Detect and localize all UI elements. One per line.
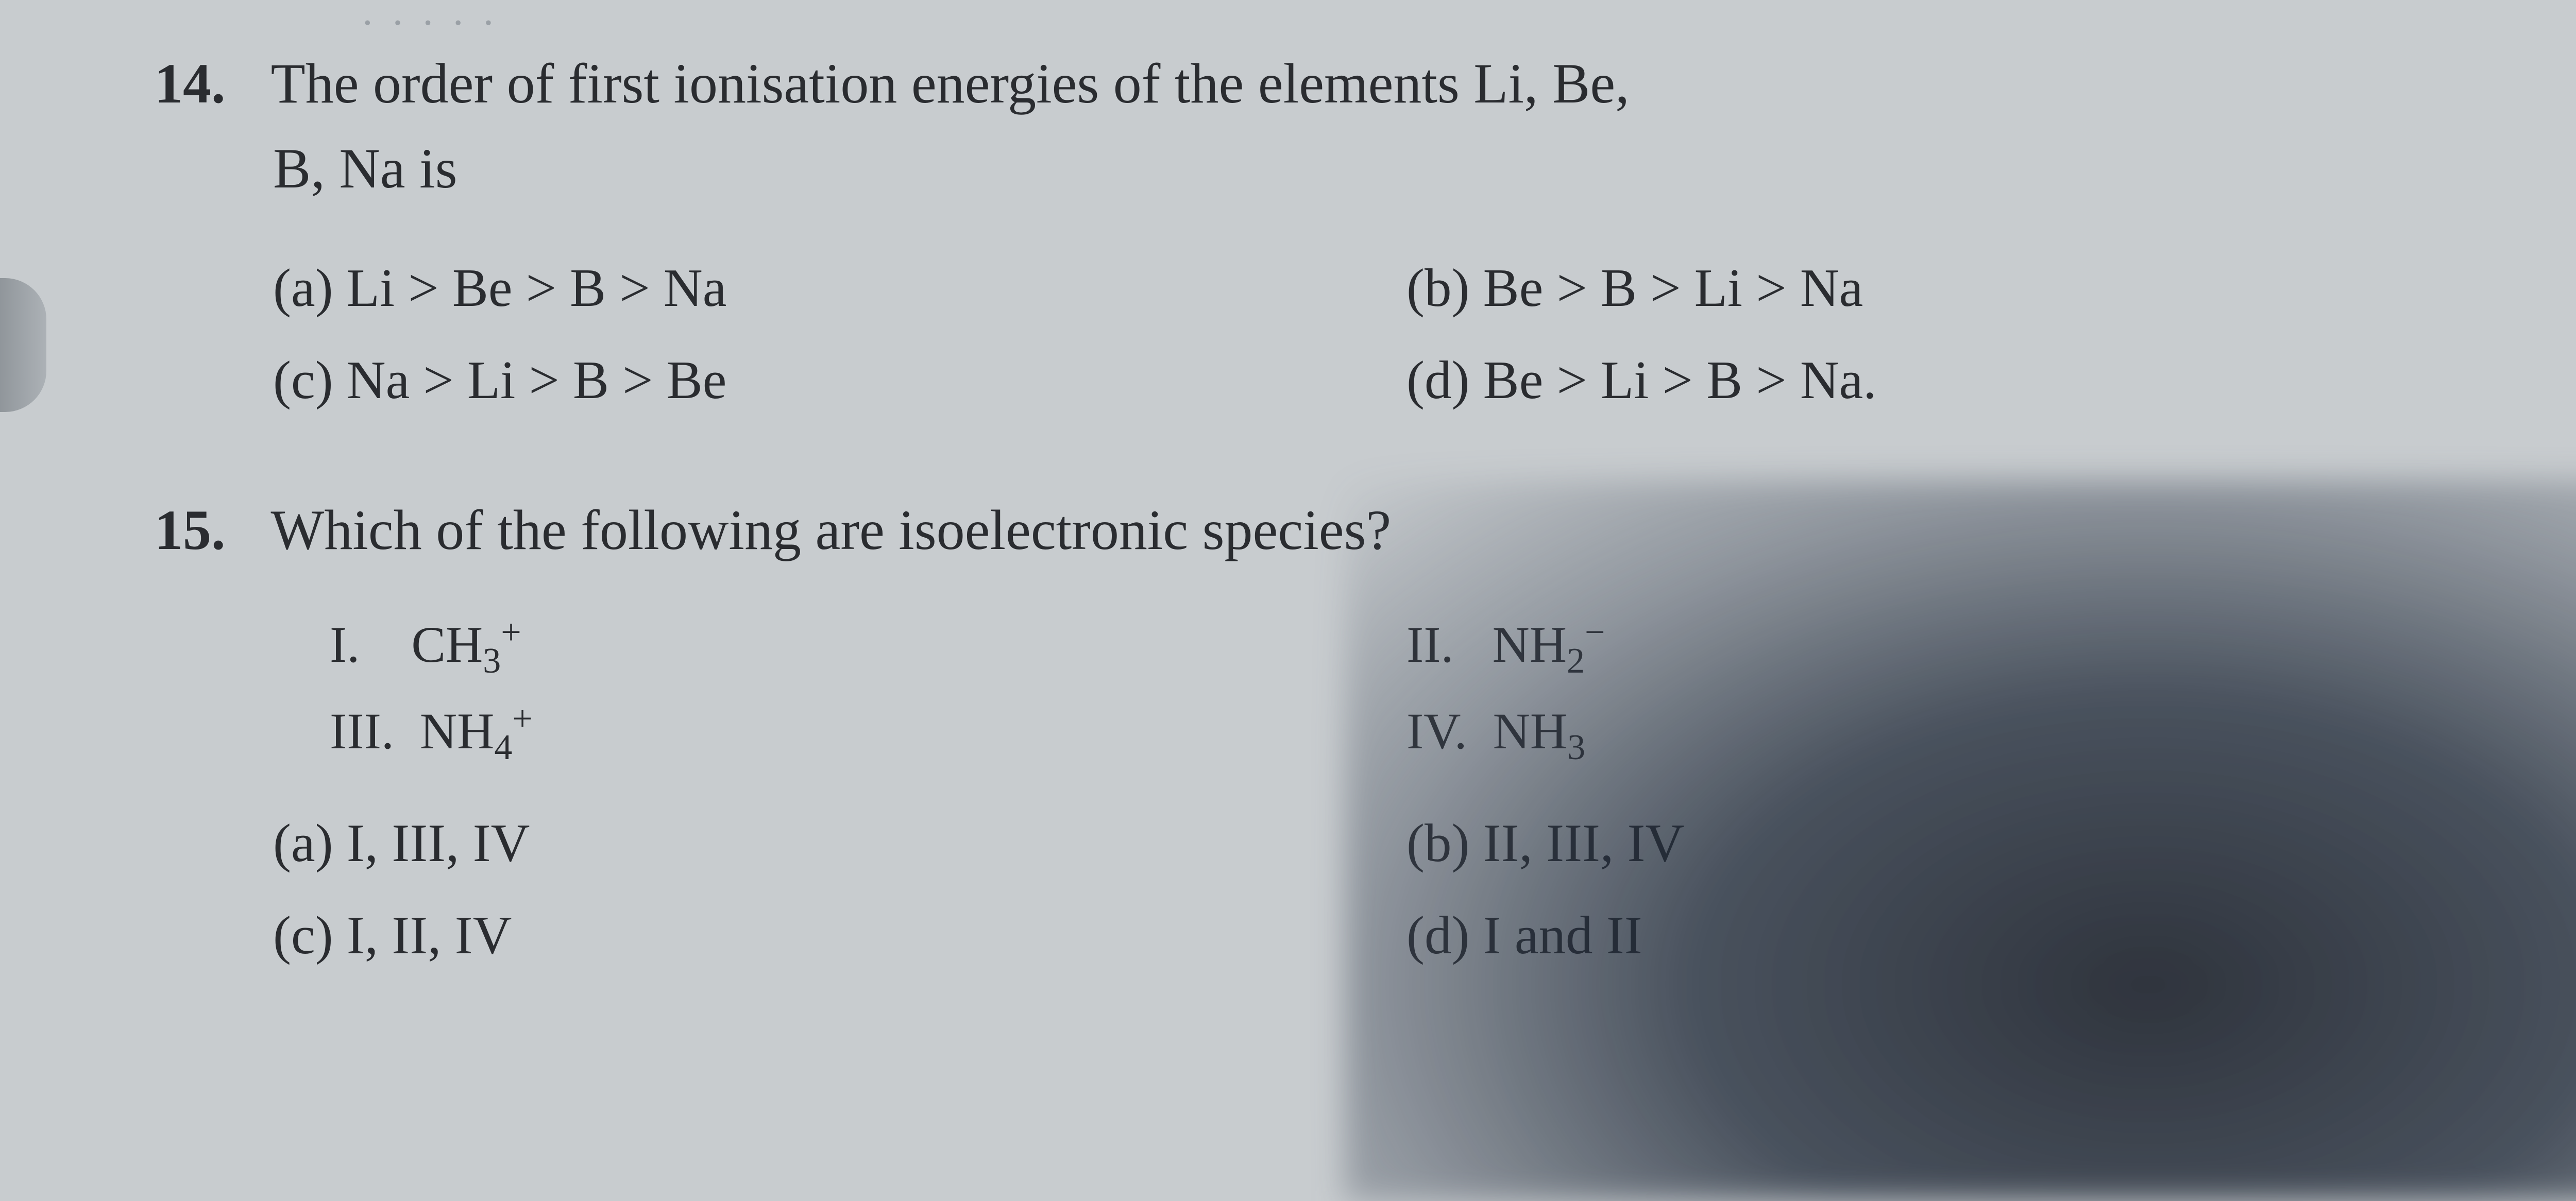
q14-stem: 14. The order of first ionisation energi… xyxy=(155,41,2576,211)
q15-roman-ii: II. NH2− xyxy=(1406,604,2576,690)
q15-stem: 15. Which of the following are isoelectr… xyxy=(155,488,2576,573)
q15-roman-ii-label: II. xyxy=(1406,616,1454,673)
q14-option-c: (c) Na > Li > B > Be xyxy=(273,334,1406,426)
q15-roman-ii-value: NH2− xyxy=(1493,616,1605,673)
q14-options-row2: (c) Na > Li > B > Be (d) Be > Li > B > N… xyxy=(273,334,2576,426)
q15-number: 15. xyxy=(155,488,258,573)
q15-roman-iv-label: IV. xyxy=(1406,702,1467,760)
q15-roman-iv: IV. NH3 xyxy=(1406,690,2576,777)
q15-roman-iii: III. NH4+ xyxy=(330,690,1406,777)
q14-option-a: (a) Li > Be > B > Na xyxy=(273,242,1406,334)
q15-roman-iii-value: NH4+ xyxy=(420,702,533,760)
q14-stem-line2: B, Na is xyxy=(155,126,2576,211)
q15-roman-i: I. CH3+ xyxy=(330,604,1406,690)
q14-options-row1: (a) Li > Be > B > Na (b) Be > B > Li > N… xyxy=(273,242,2576,334)
q15-option-b: (b) II, III, IV xyxy=(1406,797,2576,889)
q15-roman-row1: I. CH3+ II. NH2− xyxy=(330,604,2576,690)
q15-option-d: (d) I and II xyxy=(1406,889,2576,982)
q15-options-row1: (a) I, III, IV (b) II, III, IV xyxy=(273,797,2576,889)
q15-stem-text: Which of the following are isoelectronic… xyxy=(271,499,1392,561)
top-print-smudge: · · · · · xyxy=(361,0,498,47)
q14-number: 14. xyxy=(155,41,258,126)
q15-option-c: (c) I, II, IV xyxy=(273,889,1406,982)
spacer-1 xyxy=(155,426,2576,488)
q14-stem-line1: The order of first ionisation energies o… xyxy=(271,52,1630,115)
q15-roman-iv-value: NH3 xyxy=(1493,702,1585,760)
spacer-2 xyxy=(155,777,2576,797)
q15-roman-i-value: CH3+ xyxy=(411,616,521,673)
q14-option-b: (b) Be > B > Li > Na xyxy=(1406,242,2576,334)
q15-options-row2: (c) I, II, IV (d) I and II xyxy=(273,889,2576,982)
q15-option-a: (a) I, III, IV xyxy=(273,797,1406,889)
page-left-tab xyxy=(0,278,46,412)
q15-roman-iii-label: III. xyxy=(330,702,394,760)
page-content: 14. The order of first ionisation energi… xyxy=(155,41,2576,981)
q15-roman-i-label: I. xyxy=(330,616,360,673)
q14-option-d: (d) Be > Li > B > Na. xyxy=(1406,334,2576,426)
q15-roman-row2: III. NH4+ IV. NH3 xyxy=(330,690,2576,777)
